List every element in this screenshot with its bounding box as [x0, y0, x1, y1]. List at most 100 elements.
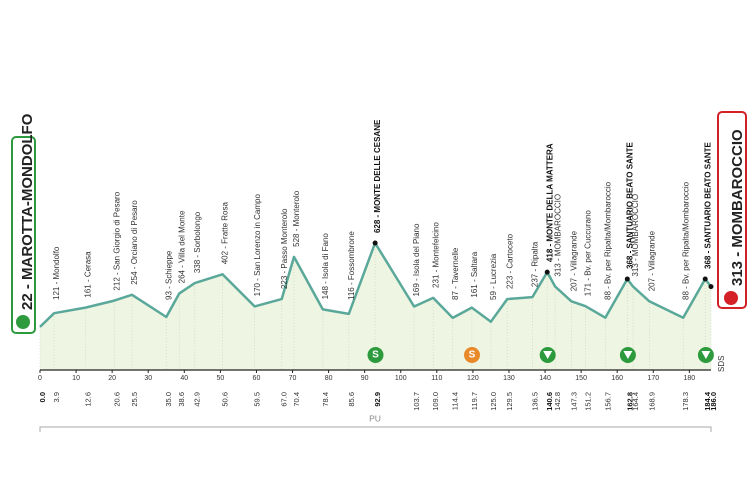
km-label: 184.4	[703, 391, 712, 411]
kom-icon-arrow	[623, 351, 633, 359]
profile-line	[39, 241, 712, 328]
km-label: 85.6	[347, 392, 356, 407]
kom-icon-arrow	[543, 351, 553, 359]
km-label: 129.5	[505, 392, 514, 411]
km-label: 156.7	[603, 392, 612, 411]
waypoint-label: 338 - Sorbolongo	[193, 211, 202, 273]
start-box	[11, 136, 36, 334]
waypoint-label: 93 - Schieppe	[164, 250, 173, 300]
waypoint-label: 88 - Bv. per Ripalta/Mombaroccio	[603, 181, 612, 300]
km-label: 20.6	[112, 392, 121, 407]
summit-dot	[624, 276, 630, 282]
x-tick-label: 100	[395, 375, 407, 382]
kom-icon-arrow	[701, 351, 711, 359]
area-fill	[40, 243, 711, 370]
x-tick-label: 80	[325, 375, 333, 382]
waypoint-label: 313 - MOMBAROCCIO	[631, 194, 640, 277]
finish-label: 313 - MOMBAROCCIO	[729, 129, 746, 286]
km-label: 42.9	[193, 392, 202, 407]
sprint-icon	[464, 347, 480, 363]
x-tick-label: 160	[611, 375, 623, 382]
km-label: 109.0	[431, 392, 440, 411]
waypoint-label: 87 - Tavernelle	[451, 247, 460, 300]
waypoint-label: 171 - Bv. per Cuccurano	[584, 210, 593, 297]
km-label: 67.0	[280, 392, 289, 407]
km-label: 35.0	[164, 392, 173, 407]
waypoint-label: 161 - Saltara	[470, 251, 479, 297]
x-tick-label: 150	[575, 375, 587, 382]
x-tick-label: 180	[684, 375, 696, 382]
km-label: 147.3	[569, 392, 578, 411]
waypoint-label: 237 - Ripalta	[531, 241, 540, 287]
region-bracket	[39, 426, 712, 432]
summit-dot	[372, 240, 378, 246]
km-label: 168.9	[647, 392, 656, 411]
summit-dot	[702, 276, 708, 282]
start-icon	[16, 315, 30, 329]
x-tick-label: 20	[108, 375, 116, 382]
x-tick-label: 130	[503, 375, 515, 382]
finish-note: SDS	[717, 356, 726, 372]
waypoint-label: 402 - Fratte Rosa	[221, 201, 230, 264]
x-tick-label: 90	[361, 375, 369, 382]
km-label: 38.6	[177, 392, 186, 407]
x-tick-label: 30	[144, 375, 152, 382]
km-label: 92.9	[373, 392, 382, 407]
waypoint-label: 313 - MOMBAROCCIO	[553, 194, 562, 277]
x-tick-label: 70	[289, 375, 297, 382]
km-label: 78.4	[321, 392, 330, 407]
km-label: 50.6	[221, 392, 230, 407]
finish-dot	[708, 284, 714, 290]
waypoint-label: 169 - Isola del Piano	[412, 223, 421, 296]
waypoint-label: 264 - Villa del Monte	[177, 210, 186, 283]
waypoint-label: 170 - San Lorenzo in Campo	[253, 194, 262, 297]
km-label: 59.5	[253, 392, 262, 407]
x-tick-label: 60	[253, 375, 261, 382]
kom-icons	[539, 347, 714, 363]
km-label: 0.0	[38, 392, 47, 402]
km-label: 70.4	[292, 392, 301, 407]
sprint-icon-label: S	[372, 350, 379, 361]
km-label: 140.6	[545, 392, 554, 411]
km-label: 136.5	[530, 392, 539, 411]
sprint-icon	[367, 347, 384, 363]
km-label: 142.8	[553, 392, 562, 411]
waypoint-label: 116 - Fossombrone	[347, 231, 356, 300]
waypoint-label: 223 - Cartoceto	[505, 233, 514, 289]
waypoint-label: 418 - MONTE DELLA MATTERA	[545, 143, 554, 262]
km-label: 151.2	[583, 392, 592, 411]
km-label: 103.7	[412, 392, 421, 411]
km-label: 164.4	[631, 392, 640, 411]
km-label: 178.3	[681, 392, 690, 411]
summit-dot	[544, 269, 550, 275]
region-label: PU	[369, 413, 381, 423]
waypoint-label: 59 - Lucrezia	[489, 253, 498, 300]
waypoint-label: 207 - Villagrande	[647, 230, 656, 291]
x-tick-label: 0	[38, 375, 42, 382]
km-label: 114.4	[451, 392, 460, 410]
waypoint-label: 148 - Isola di Fano	[321, 233, 330, 300]
plot: 0 10 20 30 40 50 60 70 80 90 100 110 120 130 140 150 160…	[38, 119, 718, 411]
km-label: 3.9	[52, 392, 61, 402]
km-label: 162.8	[625, 392, 634, 411]
finish-icon	[724, 291, 738, 305]
x-tick-label: 110	[431, 375, 442, 382]
waypoint-label: 223 - Passo Monterolo	[280, 208, 289, 289]
km-label: 125.0	[489, 392, 498, 411]
waypoint-label: 231 - Montefelcino	[431, 222, 440, 288]
waypoint-label: 121 - Mondolfo	[52, 246, 61, 300]
x-tick-label: 140	[539, 375, 551, 382]
sprint-icon-label: S	[469, 350, 476, 361]
km-label: 186.0	[709, 392, 718, 411]
waypoint-label: 528 - Monterolo	[292, 190, 301, 247]
finish-box	[717, 111, 747, 309]
x-tick-label: 50	[216, 375, 224, 382]
km-label: 25.5	[130, 392, 139, 407]
waypoint-label: 212 - San Giorgio di Pesaro	[112, 191, 121, 290]
waypoint-label: 88 - Bv. per Ripalta/Mombaroccio	[681, 181, 690, 300]
waypoint-label: 368 - SANTUARIO BEATO SANTE	[625, 142, 634, 269]
waypoint-label: 368 - SANTUARIO BEATO SANTE	[703, 142, 712, 269]
waypoint-label: 628 - MONTE DELLE CESANE	[373, 119, 382, 233]
x-tick-label: 170	[647, 375, 659, 382]
x-tick-label: 120	[467, 375, 479, 382]
